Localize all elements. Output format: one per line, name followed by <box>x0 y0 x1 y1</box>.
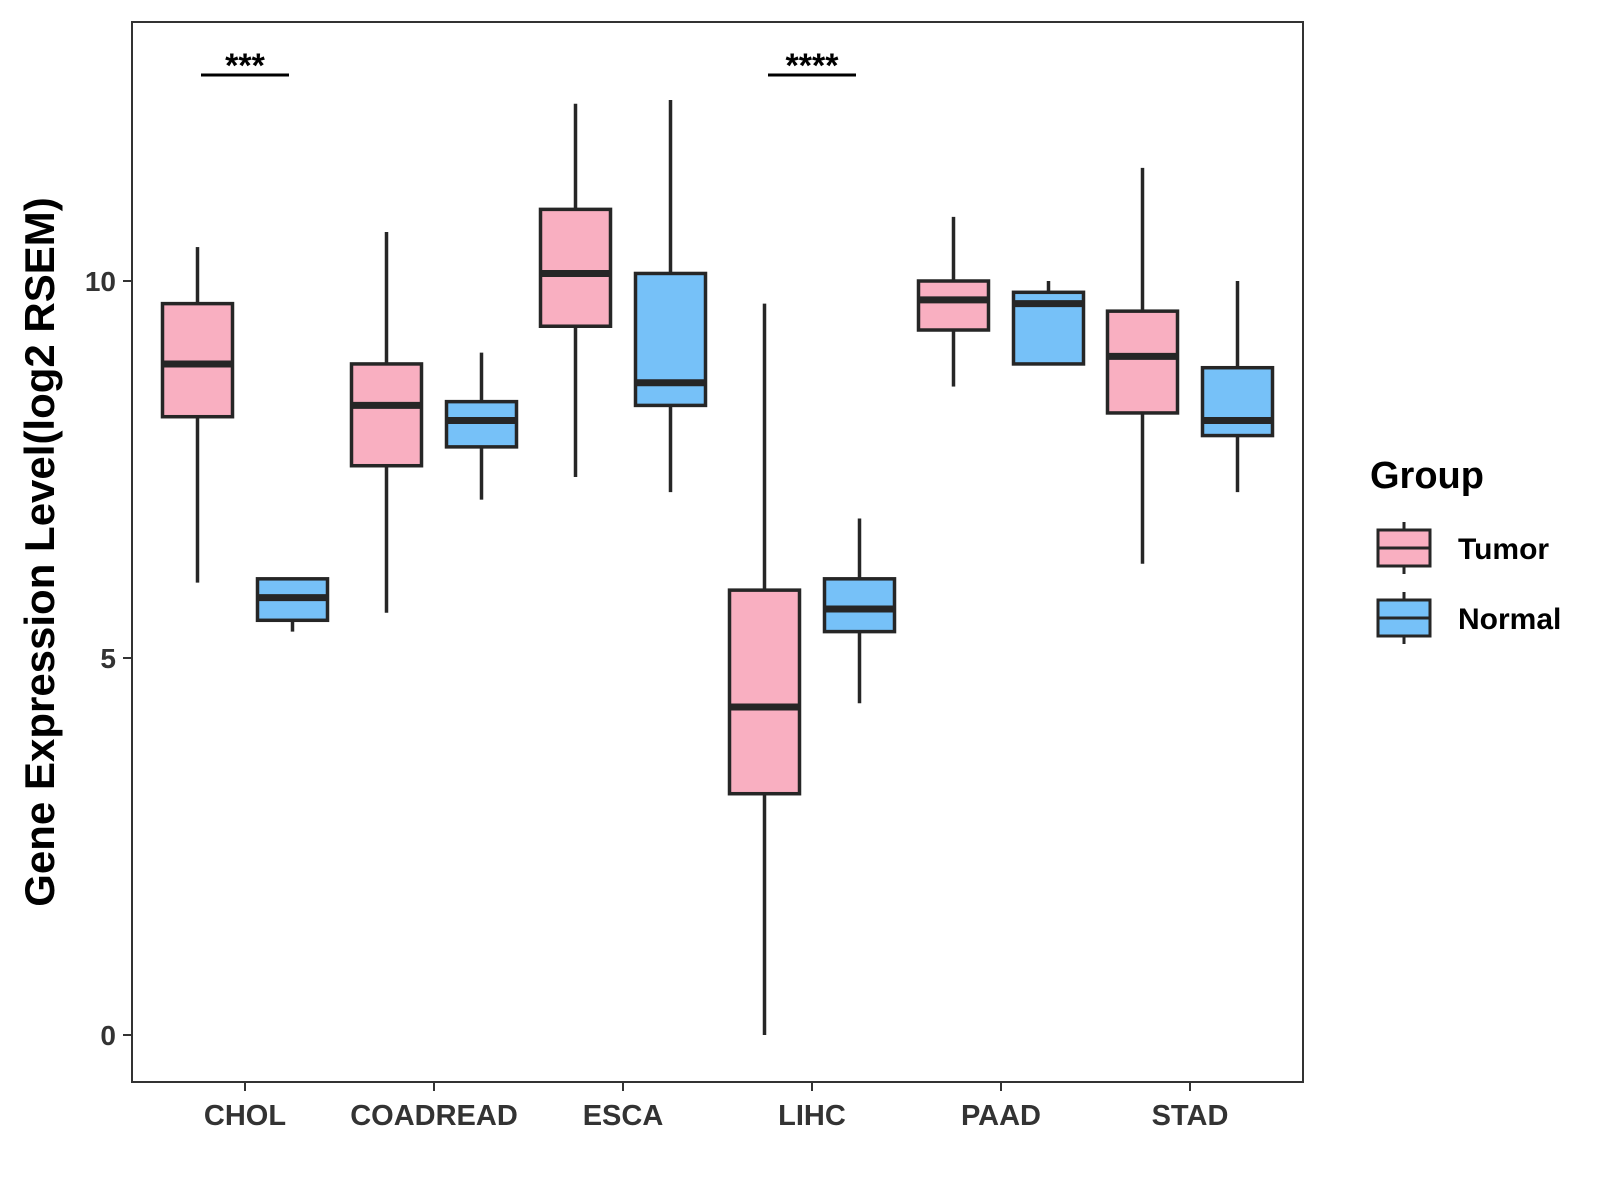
box-tumor-coadread <box>349 231 424 613</box>
box-tumor-lihc <box>727 303 802 1035</box>
box-body <box>1105 309 1180 415</box>
y-axis-title: Gene Expression Level(log2 RSEM) <box>16 197 63 907</box>
legend-title: Group <box>1370 455 1484 497</box>
box-tumor-esca <box>538 103 613 478</box>
box-normal-stad <box>1200 281 1275 493</box>
box-normal-esca <box>633 100 708 493</box>
plot-panel-border <box>131 21 1304 1083</box>
significance-label: *** <box>225 47 265 85</box>
x-tick-label: CHOL <box>204 1100 286 1132</box>
box-normal-chol <box>255 577 330 632</box>
box-tumor-paad <box>916 216 991 387</box>
y-tick-label: 0 <box>100 1020 116 1051</box>
legend-entry-tumor: Tumor <box>1376 522 1549 574</box>
box-body <box>160 301 235 419</box>
box-normal-coadread <box>444 352 519 500</box>
box-body <box>916 279 991 332</box>
legend: Group Tumor Normal <box>1370 455 1561 644</box>
box-normal-paad <box>1011 281 1086 366</box>
x-tick-label: ESCA <box>583 1100 664 1132</box>
significance-lihc: **** <box>768 47 856 85</box>
x-tick-label: STAD <box>1152 1100 1229 1132</box>
y-tick-label: 5 <box>100 643 116 674</box>
box-body <box>538 207 613 328</box>
significance-label: **** <box>786 47 840 85</box>
box-normal-lihc <box>822 518 897 704</box>
x-tick-label: LIHC <box>778 1100 846 1132</box>
y-tick-label: 10 <box>85 266 116 297</box>
legend-label: Tumor <box>1458 533 1549 566</box>
x-tick-label: COADREAD <box>350 1100 518 1132</box>
legend-entry-normal: Normal <box>1376 592 1561 644</box>
significance-chol: *** <box>201 47 289 85</box>
box-tumor-stad <box>1105 167 1180 564</box>
box-tumor-chol <box>160 247 235 583</box>
box-body <box>444 399 519 449</box>
box-body <box>1200 365 1275 438</box>
box-body <box>349 362 424 468</box>
box-body <box>727 588 802 796</box>
box-body <box>822 577 897 634</box>
legend-label: Normal <box>1458 603 1561 636</box>
x-tick-label: PAAD <box>961 1100 1041 1132</box>
